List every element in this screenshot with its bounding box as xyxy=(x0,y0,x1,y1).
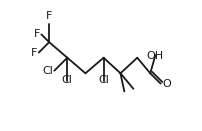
Text: F: F xyxy=(46,11,52,21)
Text: F: F xyxy=(31,48,38,58)
Text: Cl: Cl xyxy=(98,75,109,85)
Text: OH: OH xyxy=(147,51,164,61)
Text: Cl: Cl xyxy=(42,66,53,76)
Text: O: O xyxy=(162,79,171,89)
Text: F: F xyxy=(34,29,40,39)
Text: Cl: Cl xyxy=(62,75,73,85)
